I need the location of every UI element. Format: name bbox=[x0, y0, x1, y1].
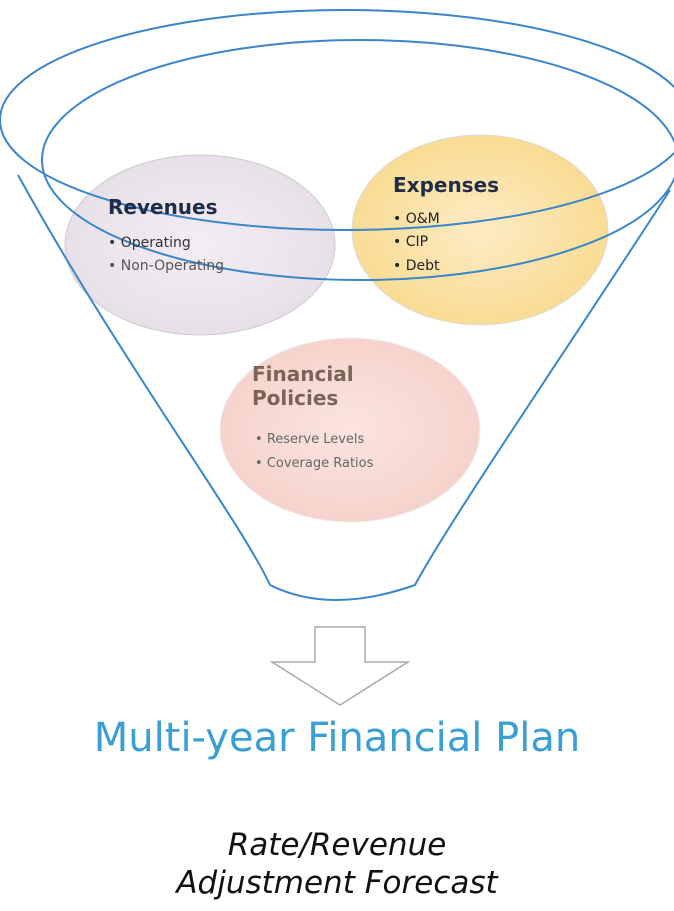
node-title: Revenues bbox=[108, 195, 218, 219]
node-item: • O&M bbox=[393, 211, 440, 227]
node-item: • Reserve Levels bbox=[255, 432, 365, 447]
node-title: Expenses bbox=[393, 173, 499, 197]
funnel-rim-outer bbox=[0, 9, 674, 231]
node-item-text: Operating bbox=[121, 235, 191, 251]
output-subtitle: Rate/Revenue Adjustment Forecast bbox=[176, 827, 498, 901]
node-title: Financial Policies bbox=[252, 362, 354, 410]
node-item: • Operating bbox=[108, 235, 191, 251]
node-item: • Coverage Ratios bbox=[255, 456, 374, 471]
node-item-text: CIP bbox=[406, 234, 428, 250]
node-item: • Non-Operating bbox=[108, 258, 224, 274]
node-item-text: Non-Operating bbox=[121, 258, 224, 274]
node-item: • Debt bbox=[393, 258, 440, 274]
down-arrow bbox=[269, 626, 411, 706]
node-item-text: O&M bbox=[406, 211, 440, 227]
policies-circle bbox=[219, 337, 481, 523]
node-item-text: Coverage Ratios bbox=[267, 456, 374, 471]
funnel-body bbox=[17, 174, 671, 601]
funnel-rim-inner bbox=[41, 39, 674, 281]
node-item-text: Reserve Levels bbox=[267, 432, 365, 447]
revenues-circle bbox=[64, 154, 336, 336]
node-item-text: Debt bbox=[406, 258, 440, 274]
output-title: Multi-year Financial Plan bbox=[93, 715, 581, 761]
node-item: • CIP bbox=[393, 234, 428, 250]
policies-title-box: Financial Policies bbox=[252, 362, 354, 410]
